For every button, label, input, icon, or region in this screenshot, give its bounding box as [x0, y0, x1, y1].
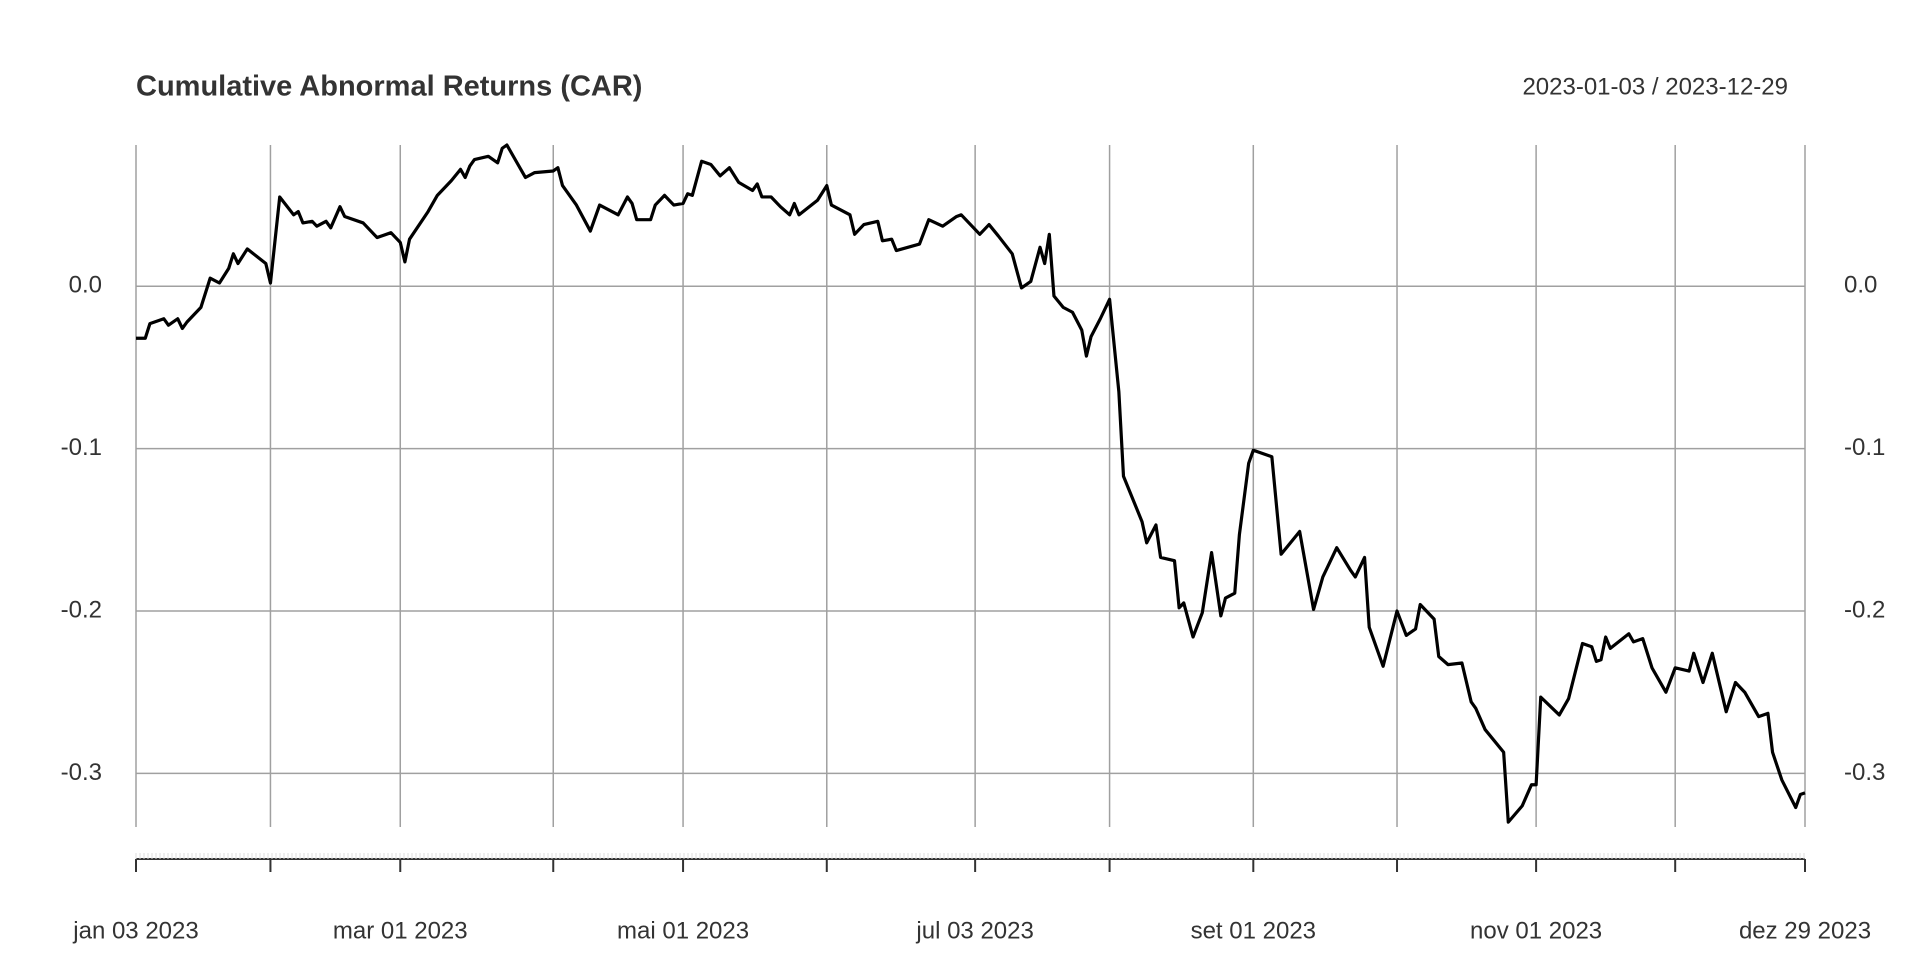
y-tick-label-right: -0.1: [1844, 434, 1885, 461]
x-tick-label: set 01 2023: [1191, 917, 1316, 944]
x-tick-label: mar 01 2023: [333, 917, 468, 944]
x-tick-label: jan 03 2023: [72, 917, 198, 944]
x-tick-label: jul 03 2023: [915, 917, 1033, 944]
y-tick-label-right: -0.2: [1844, 596, 1885, 623]
car-line: [136, 143, 1806, 824]
y-tick-label: -0.2: [61, 596, 102, 623]
x-tick-label: dez 29 2023: [1739, 917, 1871, 944]
chart-title: Cumulative Abnormal Returns (CAR): [136, 71, 642, 103]
y-tick-label-right: 0.0: [1844, 272, 1877, 299]
x-tick-label: mai 01 2023: [617, 917, 749, 944]
y-tick-label: -0.1: [61, 434, 102, 461]
y-tick-label: -0.3: [61, 759, 102, 786]
y-tick-label-right: -0.3: [1844, 759, 1885, 786]
y-tick-label: 0.0: [69, 272, 102, 299]
date-range: 2023-01-03 / 2023-12-29: [1522, 73, 1788, 100]
x-tick-label: nov 01 2023: [1470, 917, 1602, 944]
